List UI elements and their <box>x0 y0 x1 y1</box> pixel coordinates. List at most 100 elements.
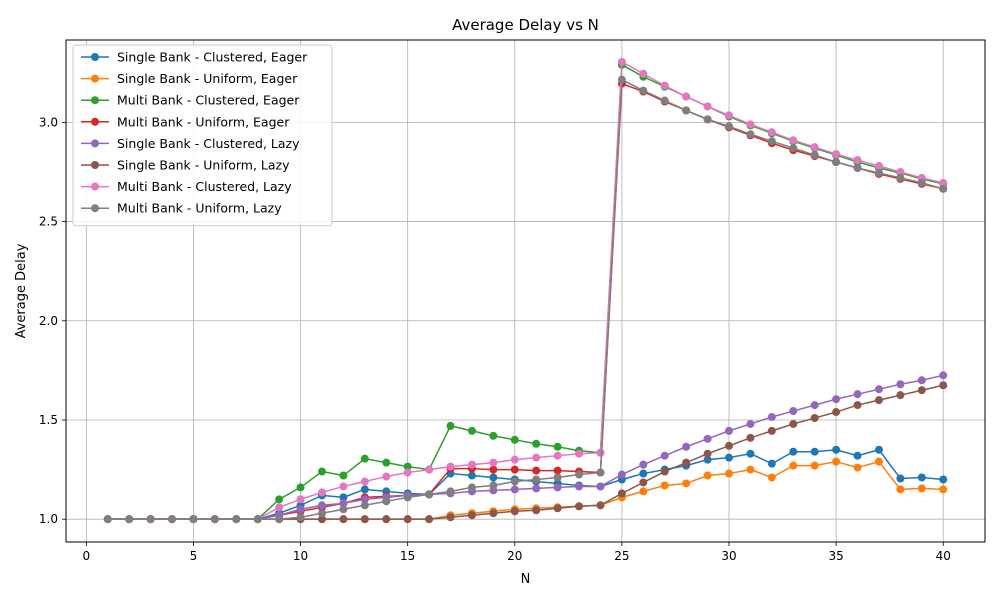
data-point <box>532 506 541 515</box>
data-point <box>639 86 648 95</box>
data-point <box>360 477 369 486</box>
data-point <box>103 515 112 524</box>
data-point <box>425 465 434 474</box>
legend-marker <box>91 96 99 105</box>
data-point <box>939 184 948 193</box>
data-point <box>703 115 712 124</box>
data-point <box>874 445 883 454</box>
data-point <box>446 513 455 522</box>
data-point <box>682 458 691 467</box>
data-point <box>660 451 669 460</box>
data-point <box>253 515 262 524</box>
x-tick-label: 0 <box>83 549 91 563</box>
data-point <box>467 460 476 469</box>
data-point <box>917 376 926 385</box>
data-point <box>596 501 605 510</box>
data-point <box>382 497 391 506</box>
data-point <box>789 407 798 416</box>
data-point <box>810 143 819 152</box>
data-point <box>703 471 712 480</box>
data-point <box>532 439 541 448</box>
data-point <box>767 413 776 421</box>
legend-marker <box>91 204 99 213</box>
data-point <box>874 396 883 405</box>
data-point <box>510 465 519 474</box>
data-point <box>467 426 476 435</box>
data-point <box>532 484 541 493</box>
data-point <box>853 451 862 460</box>
legend-label: Multi Bank - Clustered, Lazy <box>117 179 292 194</box>
legend-marker <box>91 117 99 126</box>
data-point <box>317 515 326 524</box>
data-point <box>896 173 905 182</box>
data-point <box>575 470 584 479</box>
data-point <box>339 482 348 491</box>
data-point <box>917 178 926 187</box>
data-point <box>832 408 841 417</box>
data-point <box>446 421 455 430</box>
data-point <box>146 515 155 524</box>
data-point <box>339 493 348 502</box>
legend-marker <box>91 161 99 169</box>
data-point <box>382 458 391 467</box>
data-point <box>510 477 519 486</box>
data-point <box>596 448 605 457</box>
legend-label: Multi Bank - Uniform, Eager <box>117 114 290 129</box>
data-point <box>403 515 412 524</box>
data-point <box>403 462 412 471</box>
data-point <box>339 499 348 508</box>
series-line <box>107 78 944 520</box>
data-point <box>853 156 862 165</box>
data-point <box>874 385 883 394</box>
data-point <box>446 487 455 496</box>
legend-box <box>72 44 333 227</box>
legend-entry: Multi Bank - Clustered, Lazy <box>81 179 292 194</box>
legend-marker <box>91 139 99 148</box>
data-point <box>553 451 562 460</box>
data-point <box>575 482 584 491</box>
data-point <box>617 470 626 479</box>
data-point <box>639 460 648 469</box>
data-point <box>489 465 498 474</box>
data-point <box>832 158 841 167</box>
x-axis-label: N <box>521 572 531 587</box>
data-point <box>896 380 905 389</box>
series-layer <box>103 57 948 524</box>
x-tick-label: 20 <box>507 549 522 563</box>
legend-marker <box>91 182 99 191</box>
data-point <box>789 419 798 428</box>
data-point <box>810 461 819 470</box>
data-point <box>682 92 691 101</box>
legend-entry: Multi Bank - Uniform, Eager <box>81 114 290 129</box>
data-point <box>896 391 905 400</box>
x-tick-label: 5 <box>190 549 198 563</box>
data-point <box>317 501 326 510</box>
y-axis-label: Average Delay <box>14 243 29 338</box>
data-point <box>917 473 926 482</box>
data-point <box>832 395 841 404</box>
data-point <box>767 137 776 146</box>
x-tick-label: 10 <box>293 549 308 563</box>
data-point <box>660 96 669 105</box>
series-8 <box>103 75 948 524</box>
data-point <box>789 461 798 470</box>
data-point <box>125 515 134 524</box>
data-point <box>339 515 348 524</box>
data-point <box>296 483 305 492</box>
x-tick-label: 35 <box>828 549 843 563</box>
data-point <box>489 431 498 440</box>
data-point <box>853 463 862 472</box>
data-point <box>939 485 948 494</box>
data-point <box>510 485 519 494</box>
data-point <box>746 449 755 458</box>
data-point <box>853 163 862 172</box>
data-point <box>275 515 284 524</box>
x-tick-label: 30 <box>721 549 736 563</box>
data-point <box>425 515 434 524</box>
data-point <box>917 484 926 493</box>
data-point <box>317 509 326 518</box>
data-point <box>403 468 412 477</box>
data-point <box>467 511 476 520</box>
data-point <box>896 167 905 176</box>
legend-marker <box>91 74 99 83</box>
